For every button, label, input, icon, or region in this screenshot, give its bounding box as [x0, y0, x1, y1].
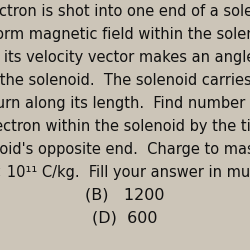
- Text: (B)   1200: (B) 1200: [85, 188, 165, 203]
- Text: × 10¹¹ C/kg.  Fill your answer in mul: × 10¹¹ C/kg. Fill your answer in mul: [0, 165, 250, 180]
- Text: form magnetic field within the solenoi: form magnetic field within the solenoi: [0, 27, 250, 42]
- Text: ectron is shot into one end of a soler: ectron is shot into one end of a soler: [0, 4, 250, 19]
- Text: lectron within the solenoid by the time: lectron within the solenoid by the time: [0, 119, 250, 134]
- Text: f the solenoid.  The solenoid carries 4.: f the solenoid. The solenoid carries 4.: [0, 73, 250, 88]
- Text: turn along its length.  Find number of: turn along its length. Find number of: [0, 96, 250, 111]
- Text: d its velocity vector makes an angle of 3: d its velocity vector makes an angle of …: [0, 50, 250, 65]
- Text: noid's opposite end.  Charge to mass r: noid's opposite end. Charge to mass r: [0, 142, 250, 157]
- Text: (D)  600: (D) 600: [92, 211, 158, 226]
